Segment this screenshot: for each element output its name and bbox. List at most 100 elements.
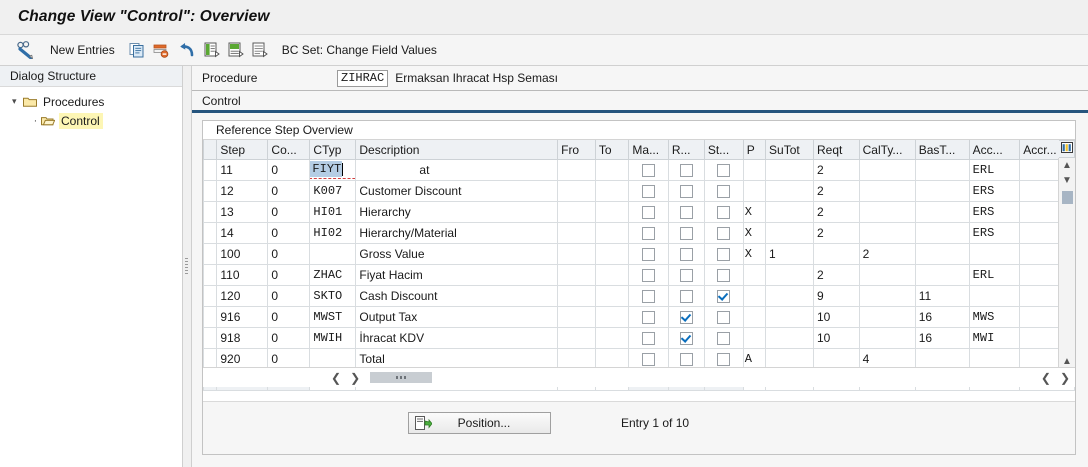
- hscroll-page-left-button[interactable]: ❮: [1040, 370, 1051, 385]
- new-entries-button[interactable]: New Entries: [50, 43, 115, 57]
- cell-co[interactable]: 0: [267, 243, 311, 265]
- cell-manual[interactable]: [628, 159, 669, 181]
- cell-description[interactable]: at: [355, 159, 559, 181]
- cell-step[interactable]: 920: [216, 348, 269, 370]
- cell-co[interactable]: 0: [267, 306, 311, 328]
- cell-step[interactable]: 14: [216, 222, 269, 244]
- select-column-header[interactable]: [202, 140, 218, 160]
- cell-fro[interactable]: [557, 285, 596, 307]
- cell-bast[interactable]: 16: [914, 306, 970, 328]
- row-checkbox[interactable]: [679, 269, 693, 283]
- cell-to[interactable]: [594, 285, 630, 307]
- cell-ctyp-editing[interactable]: FIYT: [309, 159, 357, 181]
- cell-acc[interactable]: [968, 243, 1021, 265]
- cell-ctyp[interactable]: SKTO: [309, 285, 357, 307]
- cell-fro[interactable]: [557, 264, 596, 286]
- position-button[interactable]: Position...: [408, 412, 551, 434]
- cell-co[interactable]: 0: [267, 327, 311, 349]
- cell-calty[interactable]: [858, 180, 916, 202]
- table-row[interactable]: 918 0 MWIH İhracat KDV 10 16 MWI: [202, 327, 1075, 349]
- row-checkbox[interactable]: [717, 353, 731, 367]
- cell-sutot[interactable]: 1: [765, 243, 814, 265]
- cell-acc[interactable]: [968, 285, 1021, 307]
- scroll-page-down-button[interactable]: ▲: [1062, 356, 1072, 367]
- cell-sutot[interactable]: [765, 264, 814, 286]
- cell-fro[interactable]: [557, 159, 596, 181]
- cell-statistical[interactable]: [703, 243, 744, 265]
- cell-acc[interactable]: ERS: [968, 180, 1021, 202]
- cell-step[interactable]: 110: [216, 264, 269, 286]
- cell-reqt[interactable]: 2: [812, 201, 860, 223]
- row-checkbox[interactable]: [642, 332, 656, 346]
- table-row[interactable]: 14 0 HI02 Hierarchy/Material X 2 ERS: [202, 222, 1075, 244]
- column-header-reqt[interactable]: Reqt: [812, 140, 860, 160]
- cell-description[interactable]: Hierarchy/Material: [355, 222, 559, 244]
- cell-ctyp[interactable]: MWIH: [309, 327, 357, 349]
- row-checkbox[interactable]: [717, 290, 731, 304]
- cell-p[interactable]: [742, 306, 767, 328]
- cell-required[interactable]: [667, 201, 705, 223]
- table-row[interactable]: 110 0 ZHAC Fiyat Hacim 2 ERL: [202, 264, 1075, 286]
- cell-statistical[interactable]: [703, 159, 744, 181]
- row-selector[interactable]: [202, 243, 218, 265]
- cell-p[interactable]: A: [742, 348, 767, 370]
- cell-statistical[interactable]: [703, 306, 744, 328]
- cell-required[interactable]: [667, 243, 705, 265]
- column-header-stat[interactable]: St...: [703, 140, 744, 160]
- ctyp-edit-field[interactable]: FIYT: [310, 160, 355, 179]
- cell-calty[interactable]: [858, 306, 916, 328]
- column-header-sutot[interactable]: SuTot: [765, 140, 814, 160]
- cell-p[interactable]: [742, 327, 767, 349]
- cell-description[interactable]: İhracat KDV: [355, 327, 559, 349]
- cell-manual[interactable]: [628, 306, 669, 328]
- cell-bast[interactable]: [914, 180, 970, 202]
- column-header-to[interactable]: To: [594, 140, 630, 160]
- cell-p[interactable]: [742, 285, 767, 307]
- cell-reqt[interactable]: 2: [812, 159, 860, 181]
- row-checkbox[interactable]: [679, 185, 693, 199]
- select-all-button[interactable]: [200, 38, 224, 62]
- cell-sutot[interactable]: [765, 159, 814, 181]
- cell-bast[interactable]: [914, 243, 970, 265]
- row-checkbox[interactable]: [717, 164, 731, 178]
- cell-fro[interactable]: [557, 327, 596, 349]
- row-checkbox[interactable]: [679, 164, 693, 178]
- row-checkbox[interactable]: [642, 206, 656, 220]
- cell-reqt[interactable]: 9: [812, 285, 860, 307]
- cell-ctyp[interactable]: HI02: [309, 222, 357, 244]
- cell-statistical[interactable]: [703, 201, 744, 223]
- row-selector[interactable]: [202, 306, 218, 328]
- table-row[interactable]: 12 0 K007 Customer Discount 2 ERS: [202, 180, 1075, 202]
- row-checkbox[interactable]: [679, 248, 693, 262]
- cell-calty[interactable]: [858, 285, 916, 307]
- row-selector[interactable]: [202, 348, 218, 370]
- table-row[interactable]: 120 0 SKTO Cash Discount 9 11: [202, 285, 1075, 307]
- undo-button[interactable]: [174, 38, 200, 62]
- tab-control[interactable]: Control: [202, 94, 241, 108]
- cell-to[interactable]: [594, 180, 630, 202]
- sidebar-splitter[interactable]: [183, 66, 192, 467]
- hscroll-right-button[interactable]: ❯: [350, 370, 361, 385]
- cell-reqt[interactable]: 2: [812, 264, 860, 286]
- cell-p[interactable]: [742, 180, 767, 202]
- cell-statistical[interactable]: [703, 222, 744, 244]
- column-header-co[interactable]: Co...: [267, 140, 311, 160]
- cell-bast[interactable]: 11: [914, 285, 970, 307]
- delete-row-button[interactable]: [149, 38, 174, 62]
- cell-step[interactable]: 11: [216, 159, 269, 181]
- cell-co[interactable]: 0: [267, 285, 311, 307]
- cell-acc[interactable]: MWS: [968, 306, 1021, 328]
- cell-co[interactable]: 0: [267, 348, 311, 370]
- row-checkbox[interactable]: [717, 332, 731, 346]
- scroll-up-button[interactable]: ▲: [1062, 160, 1072, 171]
- row-checkbox[interactable]: [642, 353, 656, 367]
- cell-bast[interactable]: [914, 222, 970, 244]
- column-header-ctyp[interactable]: CTyp: [309, 140, 357, 160]
- cell-bast[interactable]: [914, 201, 970, 223]
- cell-sutot[interactable]: [765, 306, 814, 328]
- cell-step[interactable]: 13: [216, 201, 269, 223]
- cell-p[interactable]: X: [742, 222, 767, 244]
- column-header-p[interactable]: P: [742, 140, 767, 160]
- row-checkbox[interactable]: [717, 206, 731, 220]
- cell-manual[interactable]: [628, 201, 669, 223]
